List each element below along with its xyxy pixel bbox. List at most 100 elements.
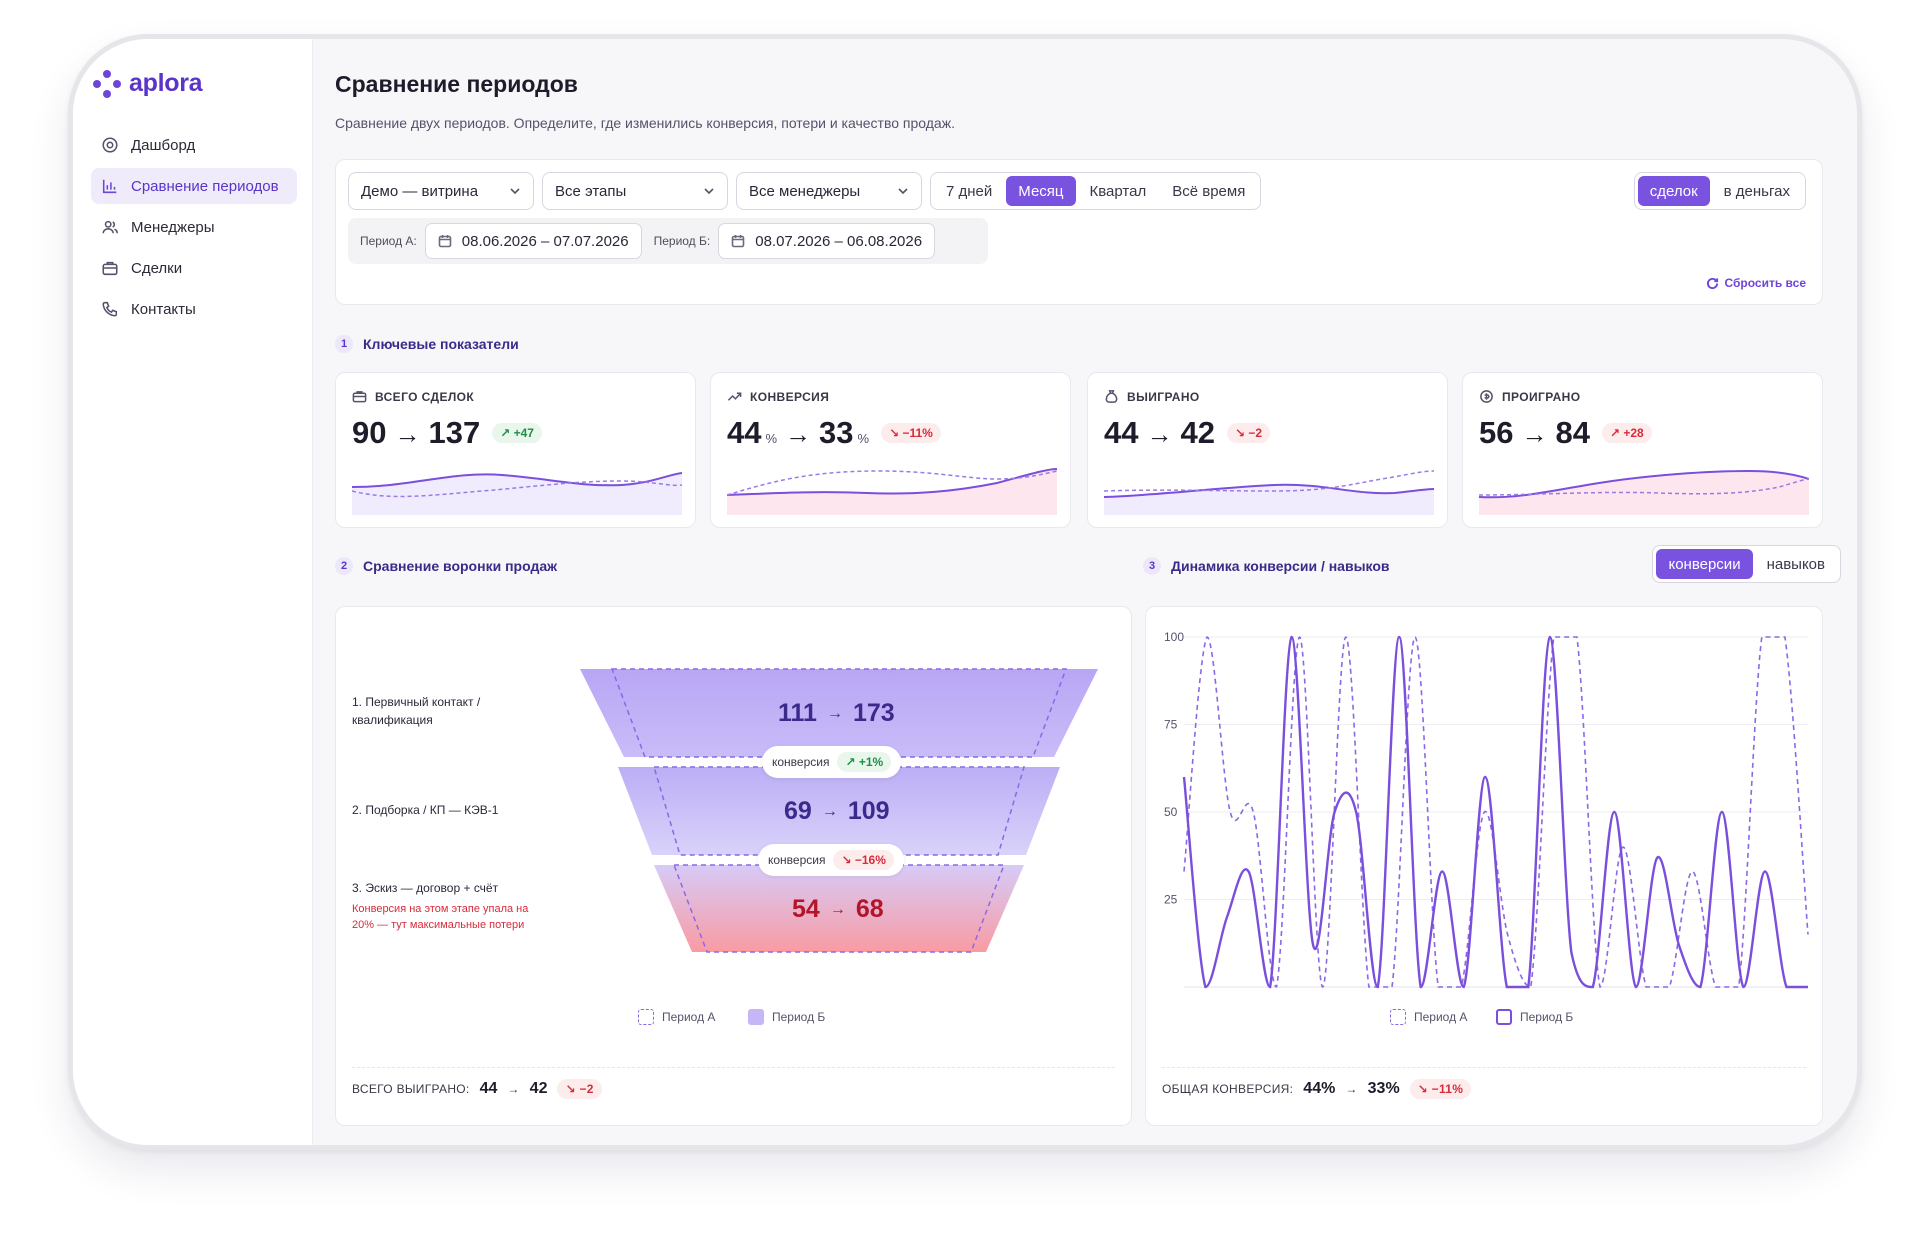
calendar-icon xyxy=(731,235,745,248)
section-title: Ключевые показатели xyxy=(363,336,519,352)
kpi-unit: % xyxy=(765,431,778,446)
legend-swatch xyxy=(1390,1009,1406,1025)
sidebar: aplora Дашборд Сравнение периодов Менедж… xyxy=(73,39,313,1145)
reset-button[interactable]: Сбросить все xyxy=(1706,276,1806,290)
demo-select[interactable]: Демо — витрина xyxy=(348,172,534,210)
range-all-time[interactable]: Всё время xyxy=(1172,182,1246,200)
conversion-label: конверсия xyxy=(772,755,830,769)
y-tick-label: 100 xyxy=(1164,630,1184,644)
kpi-card-conversion[interactable]: КОНВЕРСИЯ 44 % → 33 % ↘ −11% xyxy=(710,372,1071,528)
funnel-stage-1[interactable] xyxy=(580,669,1098,757)
kpi-delta-badge: ↘ −2 xyxy=(1226,423,1271,443)
dynamics-footer: ОБЩАЯ КОНВЕРСИЯ: 44% → 33% ↘ −11% xyxy=(1162,1067,1806,1109)
footer-label: ОБЩАЯ КОНВЕРСИЯ: xyxy=(1162,1081,1294,1096)
unit-money[interactable]: в деньгах xyxy=(1723,182,1790,200)
kpi-delta-badge: ↗ +28 xyxy=(1601,423,1652,443)
arrow-right-icon: → xyxy=(507,1081,520,1096)
series-line-period-a[interactable] xyxy=(1183,636,1809,988)
period-b-field[interactable]: 08.07.2026 – 06.08.2026 xyxy=(718,223,936,259)
kpi-card-total-deals[interactable]: ВСЕГО СДЕЛОК 90 → 137 ↗ +47 xyxy=(335,372,696,528)
briefcase-icon xyxy=(102,261,118,276)
sidebar-item-label: Менеджеры xyxy=(131,218,215,236)
legend-label: Период Б xyxy=(1520,1010,1574,1024)
sidebar-item-label: Дашборд xyxy=(131,136,196,154)
conversion-delta: +1% xyxy=(858,755,884,769)
sidebar-item-label: Сравнение периодов xyxy=(131,177,279,195)
sparkline xyxy=(352,472,682,515)
stages-select[interactable]: Все этапы xyxy=(542,172,728,210)
kpi-title: ВЫИГРАНО xyxy=(1127,389,1200,404)
kpi-head: ВЫИГРАНО xyxy=(1104,389,1200,404)
funnel-warning: Конверсия на этом этапе упала на 20% — т… xyxy=(352,903,529,931)
kpi-delta: −11% xyxy=(902,426,933,440)
arrow-right-icon: → xyxy=(1521,419,1548,449)
sparkline xyxy=(1479,469,1809,515)
logo-icon xyxy=(93,69,121,98)
funnel-stage-values: 69 → 109 xyxy=(784,797,890,826)
range-quarter[interactable]: Квартал xyxy=(1089,182,1147,200)
sidebar-item-label: Сделки xyxy=(131,259,183,277)
y-tick-label: 50 xyxy=(1164,805,1178,819)
sidebar-item-dashboard[interactable]: Дашборд xyxy=(91,127,297,163)
kpi-value-b: 137 xyxy=(428,415,481,450)
managers-select[interactable]: Все менеджеры xyxy=(736,172,922,210)
period-a-field[interactable]: 08.06.2026 – 07.07.2026 xyxy=(424,223,642,259)
funnel-value-a: 69 xyxy=(784,797,812,825)
legend-swatch xyxy=(638,1009,654,1025)
range-7-days[interactable]: 7 дней xyxy=(946,182,993,200)
dynamics-line-chart: 25 50 75 100 xyxy=(1164,630,1809,989)
y-tick-label: 75 xyxy=(1164,718,1178,732)
section-title: Динамика конверсии / навыков xyxy=(1171,558,1390,574)
sidebar-item-managers[interactable]: Менеджеры xyxy=(91,209,297,245)
kpi-card-won[interactable]: ВЫИГРАНО 44 → 42 ↘ −2 xyxy=(1087,372,1448,528)
funnel-legend-b: Период Б xyxy=(748,1009,825,1025)
conversion-delta: −16% xyxy=(854,853,886,867)
series-line-period-b[interactable] xyxy=(1182,635,1808,989)
conversion-delta-badge: ↘ −16% xyxy=(833,850,894,870)
funnel-stage-2[interactable] xyxy=(618,767,1060,855)
funnel-stage-3[interactable] xyxy=(654,865,1024,952)
funnel-value-b: 68 xyxy=(855,895,884,923)
section-funnel-header: 2 Сравнение воронки продаж xyxy=(335,557,557,575)
funnel-stage-label: 1. Первичный контакт / квалификация xyxy=(352,695,481,727)
kpi-values: 90 → 137 ↗ +47 xyxy=(352,415,542,451)
funnel-stage-values: 111 → 173 xyxy=(778,699,895,728)
refresh-icon xyxy=(1706,277,1718,289)
kpi-head: ПРОИГРАНО xyxy=(1479,389,1580,404)
funnel-graphic xyxy=(580,668,1098,953)
money-bag-icon xyxy=(1105,390,1118,403)
kpi-card-lost[interactable]: ПРОИГРАНО 56 → 84 ↗ +28 xyxy=(1462,372,1823,528)
kpi-delta-badge: ↘ −11% xyxy=(881,423,941,443)
funnel-stage-values: 54 → 68 xyxy=(792,895,884,924)
app-window: aplora Дашборд Сравнение периодов Менедж… xyxy=(68,34,1862,1150)
section-number: 2 xyxy=(335,557,353,575)
legend-label: Период Б xyxy=(772,1010,826,1024)
brand-name: aplora xyxy=(129,69,203,97)
sidebar-item-compare[interactable]: Сравнение периодов xyxy=(91,168,297,204)
trend-up-icon xyxy=(727,392,742,401)
arrow-right-icon: → xyxy=(821,802,838,820)
period-a-label: Период А: xyxy=(360,234,417,248)
unit-switch: сделок в деньгах xyxy=(1633,172,1806,210)
footer-label: ВСЕГО ВЫИГРАНО: xyxy=(352,1081,470,1096)
page-title: Сравнение периодов xyxy=(335,71,578,97)
bar-chart-icon xyxy=(102,179,117,194)
sidebar-item-deals[interactable]: Сделки xyxy=(91,250,297,286)
kpi-values: 56 → 84 ↗ +28 xyxy=(1479,415,1652,451)
dashboard-icon xyxy=(102,137,118,153)
range-month[interactable]: Месяц xyxy=(1006,176,1076,206)
footer-delta-badge: ↘ −2 xyxy=(557,1078,602,1099)
toggle-conversion[interactable]: конверсии xyxy=(1656,549,1753,579)
unit-deals[interactable]: сделок xyxy=(1637,176,1710,206)
funnel-value-b: 173 xyxy=(852,699,895,727)
kpi-value-b: 42 xyxy=(1180,415,1215,450)
kpi-delta-badge: ↗ +47 xyxy=(492,423,542,443)
funnel-value-b: 109 xyxy=(847,797,890,825)
sparkline xyxy=(1104,470,1434,515)
logo[interactable]: aplora xyxy=(93,69,203,98)
kpi-title: КОНВЕРСИЯ xyxy=(750,389,830,404)
sidebar-item-contacts[interactable]: Контакты xyxy=(91,291,297,327)
kpi-title: ПРОИГРАНО xyxy=(1502,389,1581,404)
dynamics-toggle: конверсии навыков xyxy=(1652,545,1841,583)
toggle-skills[interactable]: навыков xyxy=(1766,555,1825,573)
